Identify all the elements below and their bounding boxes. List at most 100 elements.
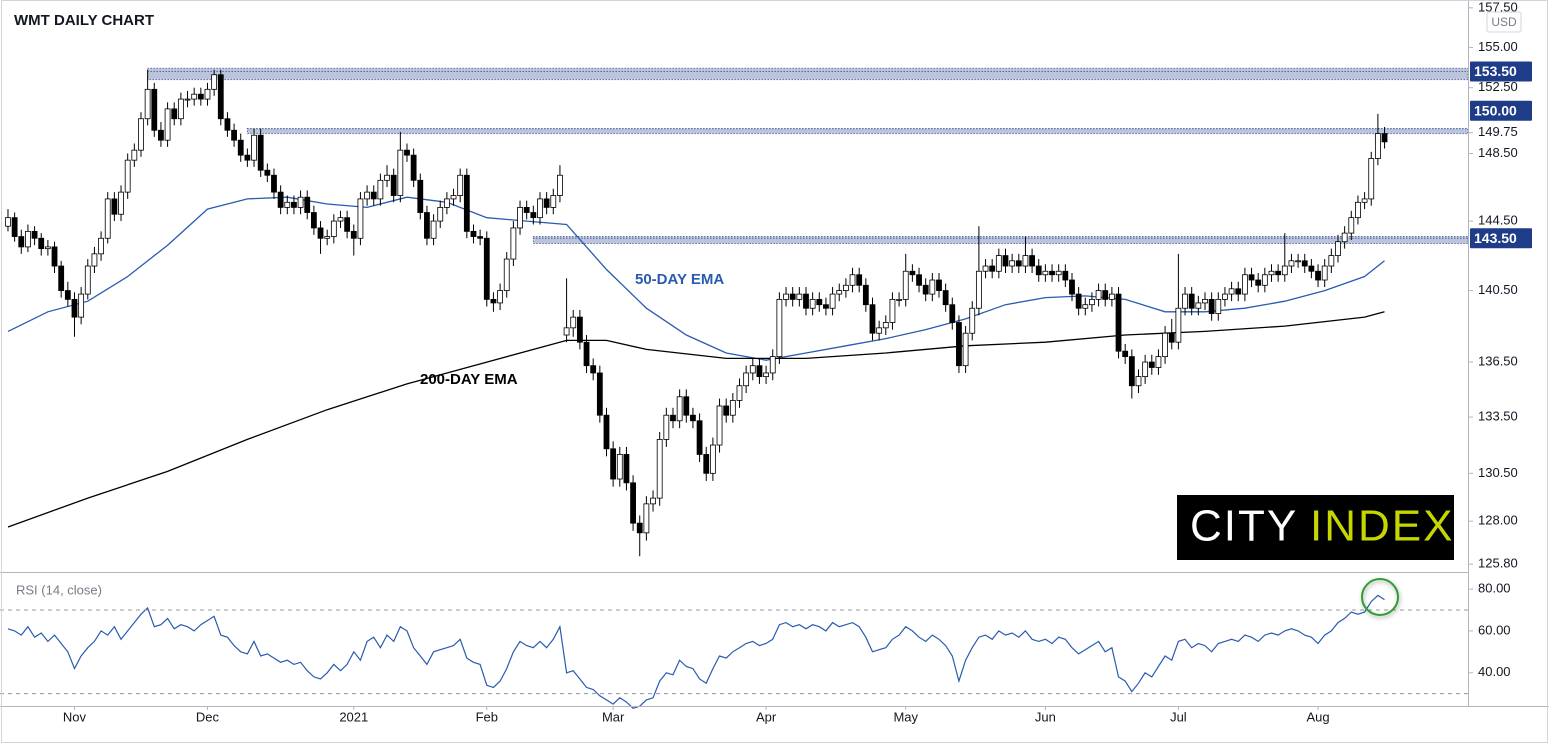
- candle-body: [723, 405, 730, 416]
- brand-left: CITY: [1190, 502, 1298, 551]
- candle-body: [716, 405, 723, 446]
- candle-body: [397, 149, 404, 196]
- highlight-circle: [1361, 578, 1399, 616]
- y-tick-label: 140.50: [1478, 282, 1518, 297]
- candle-body: [836, 290, 843, 295]
- candle-body: [317, 227, 324, 239]
- candle-body: [51, 246, 58, 267]
- candle-body: [550, 195, 557, 208]
- candle-body: [1062, 270, 1069, 281]
- candle-body: [849, 274, 856, 286]
- candle-body: [1162, 332, 1168, 358]
- rsi-tick-label: 40.00: [1478, 664, 1511, 679]
- candle-body: [377, 179, 384, 200]
- candle-body: [1228, 288, 1235, 295]
- candle-body: [530, 212, 537, 219]
- candle-body: [1049, 270, 1055, 276]
- candle-body: [437, 207, 444, 222]
- y-tick-label: 149.75: [1478, 124, 1518, 139]
- candle-body: [310, 212, 317, 229]
- candle-body: [936, 279, 942, 291]
- x-tick-label: Nov: [63, 709, 87, 724]
- axis-layer: 157.50 155.00 152.50 149.75 148.50 144.50 140.…: [0, 0, 1532, 724]
- candle-body: [184, 98, 191, 101]
- candle-body: [271, 174, 277, 193]
- candle-body: [1075, 293, 1082, 309]
- candle-body: [1328, 255, 1335, 267]
- candle-body: [590, 365, 597, 374]
- y-tick-label: 130.50: [1478, 465, 1518, 480]
- candle-body: [783, 293, 789, 300]
- candle-body: [982, 265, 989, 272]
- candle-body: [989, 265, 996, 272]
- candle-body: [257, 134, 264, 171]
- candle-body: [71, 298, 78, 318]
- level-band: [246, 128, 1469, 135]
- candle-body: [1295, 260, 1301, 263]
- candle-body: [796, 293, 803, 300]
- level-label-box: [1470, 61, 1532, 82]
- candle-body: [736, 385, 743, 401]
- candle-body: [756, 365, 763, 378]
- candle-body: [1182, 293, 1188, 309]
- x-tick-label: Dec: [196, 709, 220, 724]
- candle-body: [237, 139, 244, 156]
- candle-body: [1255, 279, 1262, 286]
- candle-body: [1175, 307, 1182, 343]
- candle-body: [91, 253, 98, 267]
- candle-body: [882, 322, 889, 329]
- y-tick-label: 125.80: [1478, 556, 1518, 571]
- candle-body: [297, 196, 304, 208]
- candle-body: [1128, 356, 1135, 387]
- candle-body: [876, 327, 883, 334]
- candle-body: [164, 108, 171, 141]
- main-layer: [5, 69, 1388, 709]
- candle-body: [177, 98, 184, 120]
- candle-body: [862, 284, 869, 306]
- candle-body: [1355, 201, 1361, 219]
- candle-body: [404, 149, 410, 156]
- candle-body: [616, 454, 623, 480]
- candle-body: [1135, 376, 1142, 387]
- candle-body: [543, 198, 550, 208]
- candle-body: [896, 298, 902, 301]
- candle-body: [1202, 298, 1208, 304]
- candle-body: [1195, 302, 1202, 309]
- candle-body: [463, 174, 470, 232]
- y-tick-label: 155.00: [1478, 39, 1518, 54]
- candle-body: [144, 88, 151, 120]
- candle-body: [1015, 260, 1022, 267]
- candle-body: [1235, 288, 1242, 295]
- candle-body: [78, 293, 85, 318]
- candle-body: [510, 227, 517, 260]
- x-tick-label: Feb: [476, 709, 498, 724]
- candle-body: [570, 316, 577, 329]
- candle-body: [1275, 270, 1282, 276]
- candle-body: [623, 454, 630, 484]
- candle-body: [231, 129, 237, 141]
- candle-body: [1168, 332, 1175, 343]
- candle-body: [1089, 298, 1095, 306]
- x-tick-label: Mar: [602, 709, 625, 724]
- ema-line: [7, 196, 1385, 361]
- candle-body: [18, 236, 25, 248]
- candle-body: [38, 237, 45, 250]
- candle-body: [995, 255, 1002, 272]
- candle-body: [902, 270, 909, 300]
- y-tick-label: 128.00: [1478, 513, 1518, 528]
- x-tick-label: 2021: [339, 709, 368, 724]
- candle-body: [1381, 133, 1388, 143]
- candle-body: [124, 159, 131, 193]
- candle-body: [330, 220, 337, 237]
- candle-body: [975, 270, 982, 309]
- candle-body: [743, 372, 750, 387]
- candle-body: [596, 372, 603, 416]
- candle-body: [277, 191, 284, 208]
- candle-body: [1301, 260, 1308, 267]
- brand-right: INDEX: [1310, 502, 1454, 551]
- candle-body: [118, 191, 124, 215]
- candle-body: [610, 448, 617, 480]
- candle-body: [503, 258, 510, 291]
- candle-body: [1288, 260, 1295, 267]
